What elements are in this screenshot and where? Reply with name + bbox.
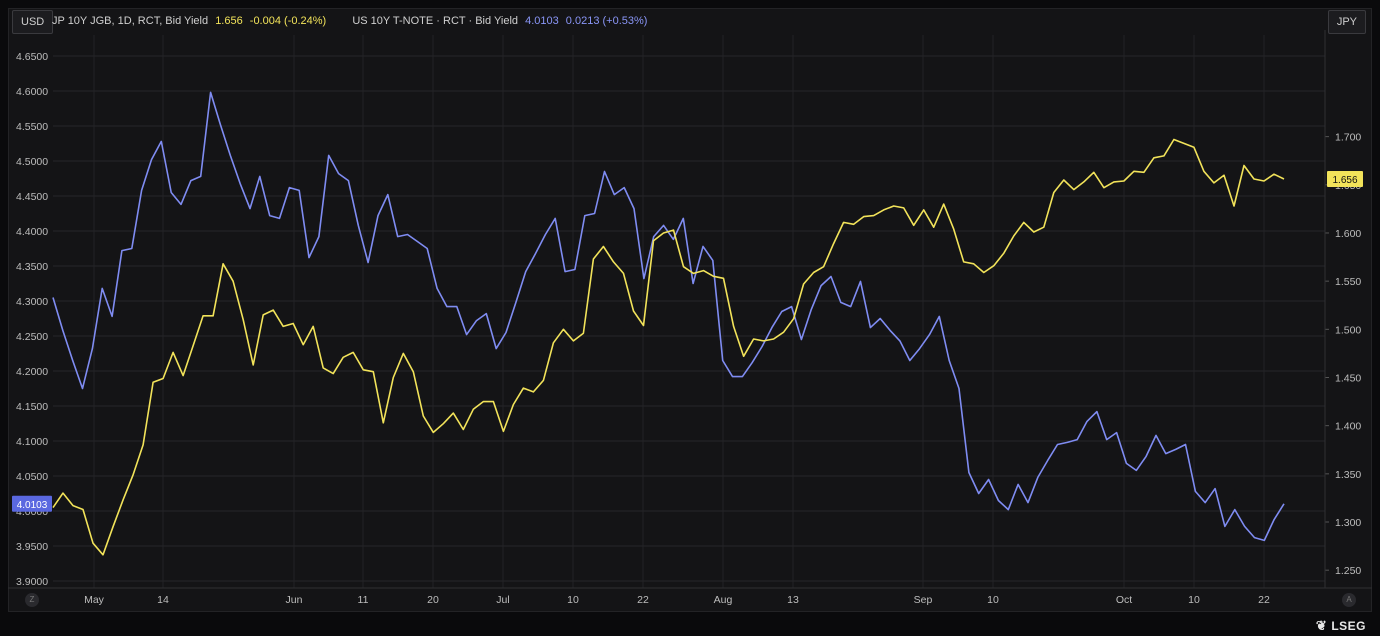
- x-axis-tick-label: Jun: [286, 594, 303, 606]
- scroll-right-button[interactable]: A: [1342, 593, 1356, 607]
- jgb-last-value-label: 1.656: [1332, 175, 1357, 186]
- x-axis-tick-label: 22: [1258, 594, 1270, 606]
- ust-series-value: 4.0103: [525, 15, 559, 27]
- left-axis-tick-label: 4.5000: [16, 156, 48, 168]
- left-axis-tick-label: 4.5500: [16, 121, 48, 133]
- x-axis-tick-label: Sep: [914, 594, 933, 606]
- left-axis-tick-label: 4.4000: [16, 226, 48, 238]
- lseg-logo: ❦ LSEG: [1316, 618, 1366, 634]
- jgb-series-change: -0.004 (-0.24%): [249, 15, 327, 27]
- left-axis-tick-label: 3.9500: [16, 541, 48, 553]
- line-chart[interactable]: 4.6500 4.6000 4.5500 4.5000 4.4500 4.4000 4.35…: [0, 0, 1380, 612]
- x-axis-tick-label: 10: [567, 594, 579, 606]
- x-axis-tick-label: 22: [637, 594, 649, 606]
- left-axis-tick-label: 4.1000: [16, 436, 48, 448]
- x-axis-tick-label: 13: [787, 594, 799, 606]
- x-axis-tick-label: May: [84, 594, 105, 606]
- legend: JP 10Y JGB, 1D, RCT, Bid Yield 1.656 -0.…: [52, 15, 651, 27]
- left-axis-tick-label: 4.6500: [16, 51, 48, 63]
- jgb-yield-line: [52, 138, 1285, 556]
- ust-series-name[interactable]: US 10Y T-NOTE · RCT · Bid Yield: [352, 15, 519, 27]
- ust-yield-line: [52, 91, 1285, 542]
- x-axis-tick-label: Jul: [496, 594, 509, 606]
- left-axis-tick-label: 4.2000: [16, 366, 48, 378]
- left-axis-currency[interactable]: USD: [12, 10, 54, 34]
- x-axis-tick-label: 20: [427, 594, 439, 606]
- x-axis-tick-label: 11: [358, 594, 369, 606]
- left-axis-tick-label: 4.3000: [16, 296, 48, 308]
- right-axis-tick-label: 1.400: [1335, 421, 1361, 433]
- x-axis-tick-label: 10: [987, 594, 999, 606]
- left-axis-tick-label: 3.9000: [16, 576, 48, 588]
- jgb-last-value-tag: [1327, 171, 1363, 188]
- x-axis-tick-label: 10: [1188, 594, 1200, 606]
- x-axis-tick-label: Aug: [714, 594, 733, 606]
- left-axis-tick-label: 4.1500: [16, 401, 48, 413]
- lseg-mark-icon: ❦: [1315, 618, 1328, 633]
- right-axis-tick-label: 1.500: [1335, 324, 1361, 336]
- x-axis-tick-label: Oct: [1116, 594, 1132, 606]
- left-axis-tick-label: 4.2500: [16, 331, 48, 343]
- ust-last-value-label: 4.0103: [17, 500, 48, 511]
- ust-last-value-tag: [12, 495, 52, 512]
- right-axis-tick-label: 1.250: [1335, 565, 1361, 577]
- left-axis-tick-label: 4.6000: [16, 86, 48, 98]
- left-axis-tick-label: 4.4500: [16, 191, 48, 203]
- right-axis-currency[interactable]: JPY: [1327, 10, 1366, 34]
- right-axis-tick-label: 1.550: [1335, 276, 1361, 288]
- right-axis-tick-label: 1.450: [1335, 372, 1361, 384]
- scroll-left-button[interactable]: Z: [25, 593, 39, 607]
- jgb-series-value: 1.656: [215, 15, 243, 27]
- jgb-series-name[interactable]: JP 10Y JGB, 1D, RCT, Bid Yield: [52, 15, 209, 27]
- footer: [0, 612, 1380, 636]
- x-axis-tick-label: 14: [157, 594, 169, 606]
- right-axis-tick-label: 1.350: [1335, 469, 1361, 481]
- right-axis-tick-label: 1.700: [1335, 132, 1361, 144]
- right-axis-tick-label: 1.600: [1335, 228, 1361, 240]
- left-axis-tick-label: 4.3500: [16, 261, 48, 273]
- right-axis-tick-label: 1.300: [1335, 517, 1361, 529]
- left-axis-tick-label: 4.0500: [16, 471, 48, 483]
- ust-series-change: 0.0213 (+0.53%): [565, 15, 648, 27]
- lseg-logo-text: LSEG: [1331, 619, 1366, 633]
